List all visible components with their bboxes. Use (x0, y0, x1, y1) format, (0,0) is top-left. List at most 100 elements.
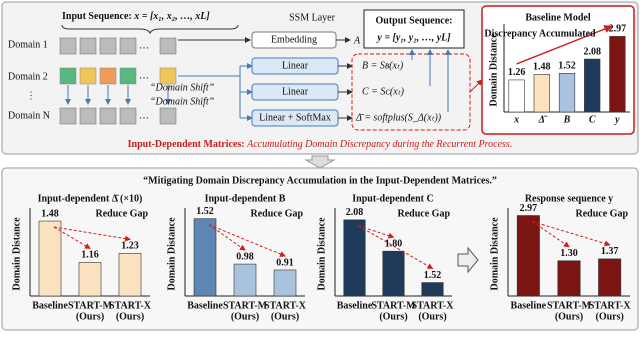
bar (382, 250, 405, 297)
bar (516, 215, 540, 297)
value-label: 1.23 (121, 241, 139, 252)
x-tick-label: START-X (589, 300, 632, 311)
ellipsis: … (139, 70, 149, 81)
bar (598, 258, 622, 297)
bar (233, 263, 257, 297)
vdots: ⋮ (26, 90, 36, 101)
domain-shift: “Domain Shift” (150, 96, 215, 107)
thumbnail (119, 37, 137, 55)
thumbnail (79, 67, 97, 85)
linear-text: Linear (282, 86, 309, 97)
caption-lead: Input-Dependent Matrices: (128, 139, 245, 150)
x-tick-label: Baseline (187, 300, 223, 311)
thumbnail (159, 67, 177, 85)
x-tick-note: (Ours) (379, 311, 407, 322)
annotation-arrow (532, 221, 570, 248)
bar (609, 36, 626, 113)
x-tick-label: Baseline (32, 300, 68, 311)
output-formula: y = [y₁, y₂, …, yL] (376, 32, 451, 43)
x-tick-label: START-M (371, 300, 416, 311)
annotation-arrow (53, 226, 131, 242)
value-label: 1.52 (196, 206, 214, 217)
value-label: 1.80 (385, 238, 403, 249)
chart-title: Input-dependent B (205, 193, 286, 204)
x-tick-note: (Ours) (595, 311, 623, 322)
bar (557, 260, 581, 297)
linear-text: Linear + SoftMax (259, 112, 331, 123)
x-tick-note: (Ours) (231, 311, 259, 322)
annotation-arrow (358, 225, 434, 270)
y-axis-label: Domain Distance (11, 217, 22, 291)
chart-title: Baseline Model (525, 12, 590, 23)
x-tick-label: Baseline (511, 300, 547, 311)
output-label: Output Sequence: (376, 15, 453, 26)
bar (558, 73, 576, 113)
annotation-arrow (516, 25, 613, 65)
bar (533, 74, 550, 113)
value-label: 1.52 (424, 270, 442, 281)
thumbnails: … … … (59, 37, 251, 125)
x-tick-label: Baseline (337, 300, 373, 311)
bar (584, 58, 601, 113)
caption: Input-Dependent Matrices: Accumulating D… (128, 139, 513, 150)
domain-label: Domain N (8, 110, 50, 121)
matrix-a: A (353, 35, 361, 46)
x-tick-label: x (513, 114, 519, 125)
value-label: 2.08 (346, 207, 364, 218)
ssm-label: SSM Layer (289, 12, 336, 23)
x-tick-note: (Ours) (116, 311, 144, 322)
chart-title: Input-dependent C (352, 193, 433, 204)
bottom-title: “Mitigating Domain Discrepancy Accumulat… (143, 175, 497, 186)
input-formula: x = [x₁, x₂, …, xL] (133, 11, 210, 22)
thumbnail (99, 67, 117, 85)
bottom-panel (1, 167, 639, 331)
caption-text: Accumulating Domain Discrepancy during t… (246, 139, 512, 150)
x-tick-label: START-X (109, 300, 152, 311)
equation: B = Sʙ(xₜ) (362, 60, 404, 71)
embedding-text: Embedding (271, 34, 317, 45)
brace (61, 24, 239, 35)
annotation-arrow (208, 224, 246, 251)
bar (343, 219, 366, 297)
input-label: Input Sequence: x = [x₁, x₂, …, xL] (62, 11, 210, 22)
value-label: 2.08 (583, 46, 601, 57)
y-axis-label: Domain Distance (489, 217, 500, 291)
x-tick-note: (Ours) (418, 311, 446, 322)
annotation: Reduce Gap (251, 208, 304, 219)
x-tick-note: (Ours) (76, 311, 104, 322)
bar (421, 282, 444, 297)
ellipsis: … (139, 110, 149, 121)
output-box (363, 9, 465, 49)
thumbnail (99, 37, 117, 55)
value-label: 2.97 (609, 24, 627, 35)
bar (193, 218, 217, 297)
thumbnail (119, 67, 137, 85)
annotation-arrow (53, 226, 91, 249)
value-label: 0.98 (236, 251, 254, 262)
thumbnail (59, 37, 77, 55)
equation: Δ̄ = softplus(S_Δ(xₜ)) (355, 112, 442, 123)
value-label: 2.97 (520, 203, 538, 214)
domain-label: Domain 2 (8, 71, 48, 82)
thumbnail (99, 107, 117, 125)
arrow (469, 79, 483, 93)
x-tick-note: (Ours) (271, 311, 299, 322)
thumbnail (79, 107, 97, 125)
ellipsis: … (139, 40, 149, 51)
y-axis-label: Domain Distance (166, 217, 177, 291)
y-axis-label: Domain Distance (316, 217, 327, 291)
x-tick-label: START-M (547, 300, 592, 311)
domain-label: Domain 1 (8, 39, 48, 50)
bar (38, 220, 62, 297)
thumbnail (59, 67, 77, 85)
annotation-arrow (208, 224, 286, 257)
thumbnail (159, 37, 177, 55)
down-arrow (304, 155, 336, 169)
linear-text: Linear (282, 60, 309, 71)
value-label: 1.30 (560, 248, 578, 259)
value-label: 1.37 (601, 246, 619, 257)
bar (118, 253, 142, 297)
x-tick-label: B (563, 114, 571, 125)
